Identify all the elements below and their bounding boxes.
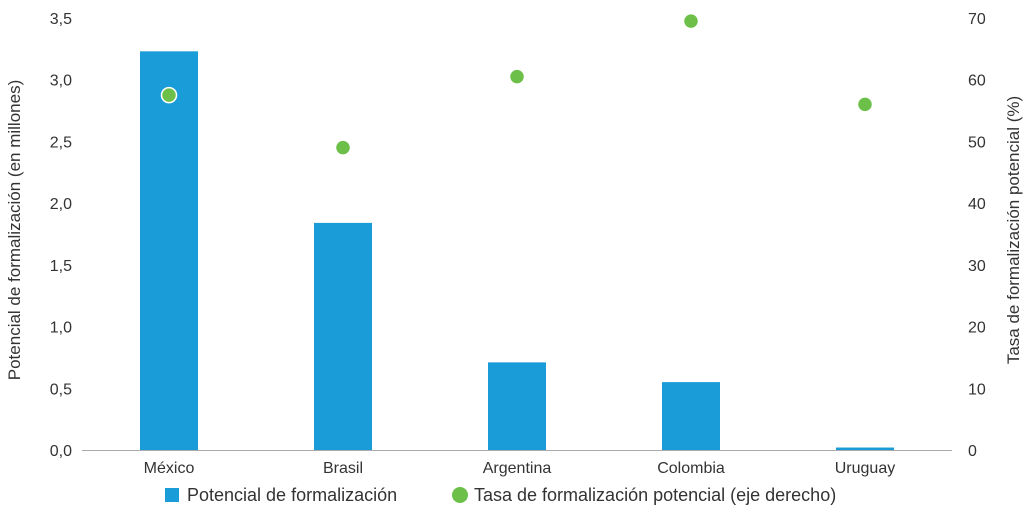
x-tick-label-2: Argentina [483,460,552,477]
y-right-tick-label-4: 40 [968,196,986,213]
bar-0 [140,51,198,450]
legend: Potencial de formalización Tasa de forma… [165,485,836,505]
x-tick-label-4: Uruguay [835,460,895,477]
axes-layer: México Brasil Argentina Colombia Uruguay 0,0 0… [50,11,986,477]
y-right-tick-label-1: 10 [968,381,986,398]
point-1 [334,139,352,156]
x-tick-label-1: Brasil [323,460,363,477]
points-layer [160,12,874,156]
y-right-tick-label-5: 50 [968,134,986,151]
bar-2 [488,362,546,450]
y-right-tick-label-7: 70 [968,11,986,28]
y-left-tick-label-1: 0,5 [50,381,72,398]
y-right-tick-label-3: 30 [968,258,986,275]
point-3 [682,12,700,30]
point-2 [508,68,526,85]
bar-3 [662,382,720,450]
y-left-tick-label-3: 1,5 [50,258,72,275]
y-left-tick-label-4: 2,0 [50,196,72,213]
y-right-tick-label-6: 60 [968,73,986,90]
bars-layer [140,51,894,450]
legend-swatch-point [452,487,468,503]
y-left-tick-label-7: 3,5 [50,11,72,28]
legend-label-point: Tasa de formalización potencial (eje der… [474,485,836,505]
y-left-tick-label-2: 1,0 [50,320,72,337]
y-left-tick-label-5: 2,5 [50,134,72,151]
x-tick-label-3: Colombia [657,460,725,477]
x-tick-label-0: México [144,460,195,477]
y-right-tick-label-0: 0 [968,443,977,460]
point-0 [160,86,178,104]
y-axis-right-title: Tasa de formalización potencial (%) [1004,96,1023,364]
y-axis-left-title: Potencial de formalización (en millones) [5,80,24,380]
y-right-tick-label-2: 20 [968,320,986,337]
bar-1 [314,222,372,450]
legend-label-bar: Potencial de formalización [187,485,397,505]
point-4 [856,96,874,113]
legend-swatch-bar [165,488,179,502]
y-left-tick-label-6: 3,0 [50,73,72,90]
y-left-tick-label-0: 0,0 [50,443,72,460]
bar-4 [836,447,894,450]
